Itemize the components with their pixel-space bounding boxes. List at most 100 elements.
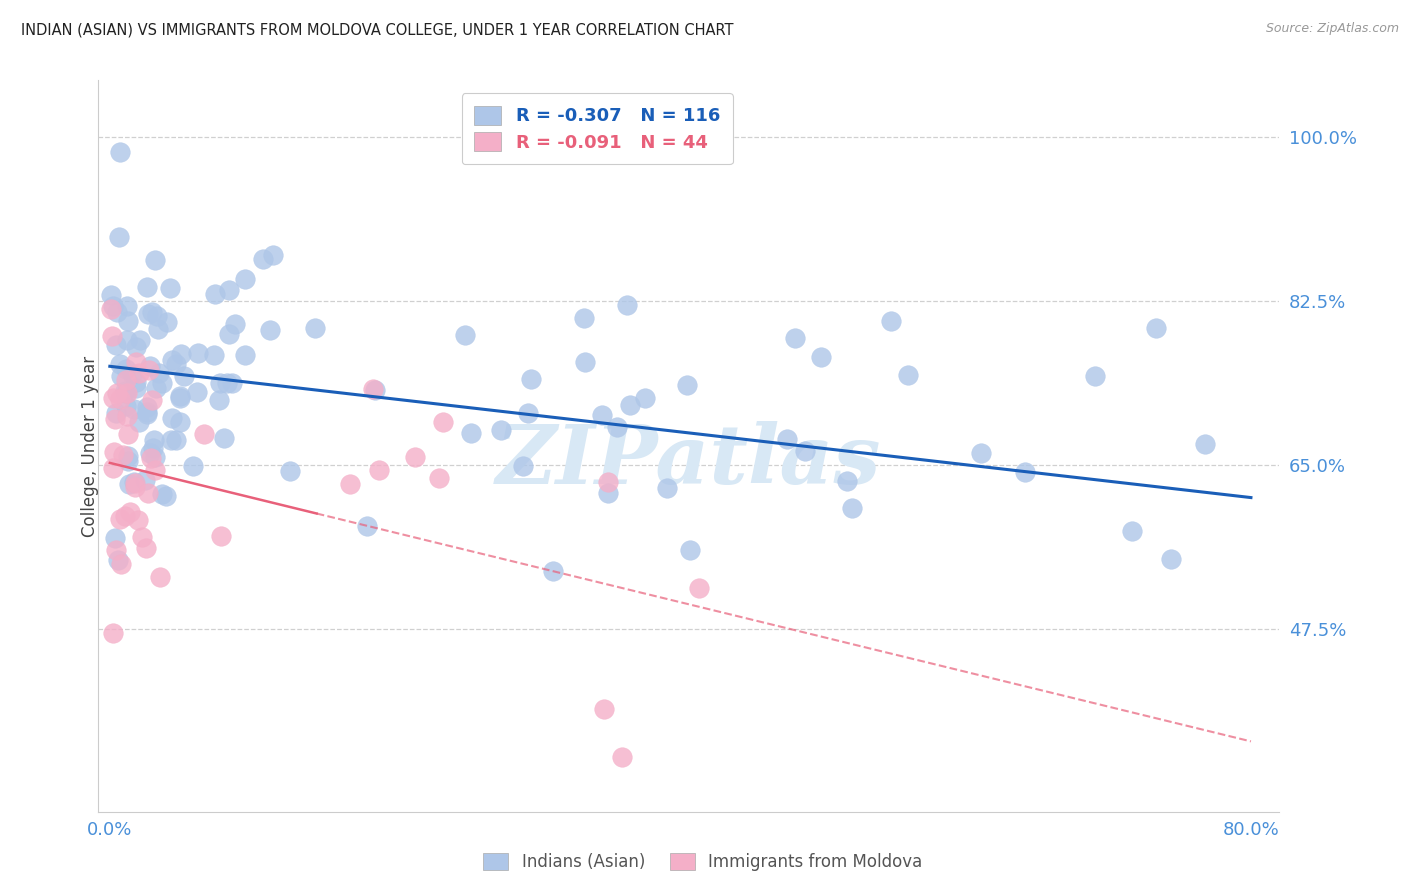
Point <box>591 408 613 422</box>
Point <box>129 333 152 347</box>
Point <box>100 288 122 302</box>
Point <box>141 305 163 319</box>
Point <box>117 453 139 467</box>
Point <box>117 449 139 463</box>
Point <box>593 702 616 716</box>
Point <box>517 406 540 420</box>
Point <box>114 386 136 401</box>
Point <box>114 399 136 413</box>
Point <box>139 446 162 460</box>
Point <box>512 458 534 473</box>
Point <box>259 323 281 337</box>
Text: INDIAN (ASIAN) VS IMMIGRANTS FROM MOLDOVA COLLEGE, UNDER 1 YEAR CORRELATION CHAR: INDIAN (ASIAN) VS IMMIGRANTS FROM MOLDOV… <box>21 22 734 37</box>
Point <box>793 444 815 458</box>
Point <box>110 557 132 571</box>
Point <box>221 376 243 390</box>
Point <box>160 353 183 368</box>
Point <box>364 383 387 397</box>
Point <box>404 450 426 464</box>
Point <box>1121 524 1143 538</box>
Point <box>124 480 146 494</box>
Point <box>155 489 177 503</box>
Point <box>688 581 710 595</box>
Point <box>841 501 863 516</box>
Point <box>233 272 256 286</box>
Point <box>104 406 127 420</box>
Point <box>212 432 235 446</box>
Point <box>104 412 127 426</box>
Point <box>141 393 163 408</box>
Point <box>110 368 132 383</box>
Point <box>142 434 165 448</box>
Text: ZIPatlas: ZIPatlas <box>496 421 882 500</box>
Point <box>125 381 148 395</box>
Point <box>124 475 146 489</box>
Point <box>118 505 141 519</box>
Point <box>104 337 127 351</box>
Point <box>136 405 159 419</box>
Point <box>183 459 205 474</box>
Point <box>209 376 232 390</box>
Point <box>139 451 162 466</box>
Point <box>101 625 124 640</box>
Point <box>165 434 187 448</box>
Point <box>108 230 131 244</box>
Point <box>596 475 619 490</box>
Point <box>125 376 148 390</box>
Point <box>361 382 384 396</box>
Point <box>143 450 166 464</box>
Point <box>173 368 195 383</box>
Point <box>606 420 628 434</box>
Point <box>162 410 184 425</box>
Text: Source: ZipAtlas.com: Source: ZipAtlas.com <box>1265 22 1399 36</box>
Point <box>117 299 139 313</box>
Point <box>105 386 128 401</box>
Point <box>148 366 170 380</box>
Point <box>107 552 129 566</box>
Point <box>150 376 173 391</box>
Point <box>150 486 173 500</box>
Point <box>135 541 157 555</box>
Point <box>193 426 215 441</box>
Point <box>105 305 128 319</box>
Point <box>121 367 143 381</box>
Point <box>142 441 165 455</box>
Point <box>776 433 799 447</box>
Point <box>218 327 240 342</box>
Point <box>186 384 208 399</box>
Point <box>117 426 139 441</box>
Point <box>572 311 595 326</box>
Point <box>211 529 233 543</box>
Point <box>217 376 239 390</box>
Point <box>634 391 657 405</box>
Point <box>128 367 150 381</box>
Point <box>218 283 240 297</box>
Point <box>835 474 858 488</box>
Point <box>596 486 619 500</box>
Point <box>114 384 136 398</box>
Point <box>1014 465 1036 479</box>
Point <box>159 281 181 295</box>
Point <box>136 400 159 414</box>
Point <box>679 542 702 557</box>
Point <box>103 444 125 458</box>
Point <box>208 393 231 408</box>
Point <box>100 329 122 343</box>
Point <box>143 252 166 267</box>
Point <box>169 415 191 429</box>
Point <box>149 569 172 583</box>
Point <box>138 363 160 377</box>
Point <box>134 474 156 488</box>
Legend: Indians (Asian), Immigrants from Moldova: Indians (Asian), Immigrants from Moldova <box>475 845 931 880</box>
Point <box>970 445 993 459</box>
Point <box>127 512 149 526</box>
Point <box>108 392 131 406</box>
Point <box>280 464 302 478</box>
Point <box>204 286 226 301</box>
Point <box>125 355 148 369</box>
Point <box>131 530 153 544</box>
Point <box>262 248 284 262</box>
Point <box>136 307 159 321</box>
Point <box>101 299 124 313</box>
Point <box>115 385 138 400</box>
